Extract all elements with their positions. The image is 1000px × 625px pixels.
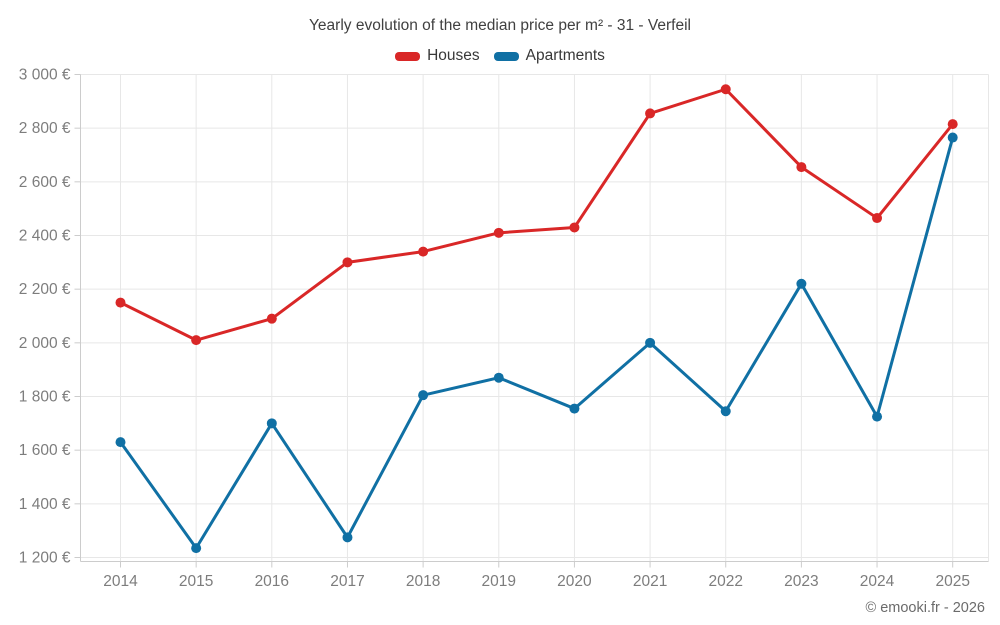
apartments-series-swatch-icon (493, 51, 519, 61)
data-point-apartments-2022[interactable] (720, 406, 731, 417)
data-point-houses-2024[interactable] (872, 213, 883, 224)
svg-text:2022: 2022 (708, 573, 742, 590)
data-point-apartments-2025[interactable] (947, 132, 958, 143)
series-apartments (115, 132, 958, 554)
svg-text:2018: 2018 (406, 573, 440, 590)
series-houses (115, 84, 958, 346)
data-point-houses-2020[interactable] (569, 222, 580, 233)
data-point-houses-2016[interactable] (266, 313, 277, 324)
data-point-apartments-2021[interactable] (645, 337, 656, 348)
data-point-houses-2019[interactable] (493, 227, 504, 238)
svg-text:2016: 2016 (255, 573, 289, 590)
data-point-apartments-2020[interactable] (569, 403, 580, 414)
svg-text:2019: 2019 (482, 573, 516, 590)
svg-text:1 600 €: 1 600 € (19, 442, 71, 459)
svg-text:2 400 €: 2 400 € (19, 228, 71, 245)
svg-text:2020: 2020 (557, 573, 592, 590)
data-point-houses-2025[interactable] (947, 119, 958, 130)
svg-text:2015: 2015 (179, 573, 213, 590)
data-point-apartments-2018[interactable] (418, 390, 429, 401)
data-point-apartments-2014[interactable] (115, 437, 126, 448)
data-point-apartments-2015[interactable] (191, 543, 202, 554)
copyright-credit: © emooki.fr - 2026 (865, 600, 985, 616)
chart-title: Yearly evolution of the median price per… (309, 17, 691, 34)
svg-text:2 800 €: 2 800 € (19, 120, 71, 137)
svg-text:2 200 €: 2 200 € (19, 281, 71, 298)
svg-text:1 400 €: 1 400 € (19, 496, 71, 513)
svg-text:2 600 €: 2 600 € (19, 174, 71, 191)
data-point-houses-2015[interactable] (191, 335, 202, 346)
data-point-apartments-2016[interactable] (266, 418, 277, 429)
legend-label-houses: Houses (427, 47, 480, 64)
data-point-apartments-2019[interactable] (493, 372, 504, 383)
data-point-apartments-2023[interactable] (796, 278, 807, 289)
data-point-houses-2018[interactable] (418, 246, 429, 257)
legend-label-apartments: Apartments (525, 47, 605, 64)
svg-text:2014: 2014 (103, 573, 138, 590)
data-point-houses-2023[interactable] (796, 162, 807, 173)
svg-text:2 000 €: 2 000 € (19, 335, 71, 352)
data-point-houses-2022[interactable] (720, 84, 731, 95)
chart-legend: Houses Apartments (0, 47, 1000, 65)
legend-item-houses[interactable]: Houses (395, 47, 480, 65)
svg-text:2017: 2017 (330, 573, 364, 590)
svg-text:1 800 €: 1 800 € (19, 389, 71, 406)
svg-text:2021: 2021 (633, 573, 667, 590)
data-point-houses-2014[interactable] (115, 297, 126, 308)
svg-text:3 000 €: 3 000 € (19, 67, 71, 84)
data-point-houses-2021[interactable] (645, 108, 656, 119)
houses-series-swatch-icon (395, 51, 421, 61)
svg-text:2025: 2025 (935, 573, 969, 590)
svg-text:2023: 2023 (784, 573, 818, 590)
data-point-houses-2017[interactable] (342, 257, 353, 268)
legend-item-apartments[interactable]: Apartments (493, 47, 605, 65)
svg-text:2024: 2024 (860, 573, 895, 590)
svg-text:1 200 €: 1 200 € (19, 550, 71, 567)
data-point-apartments-2024[interactable] (872, 411, 883, 422)
data-point-apartments-2017[interactable] (342, 532, 353, 543)
